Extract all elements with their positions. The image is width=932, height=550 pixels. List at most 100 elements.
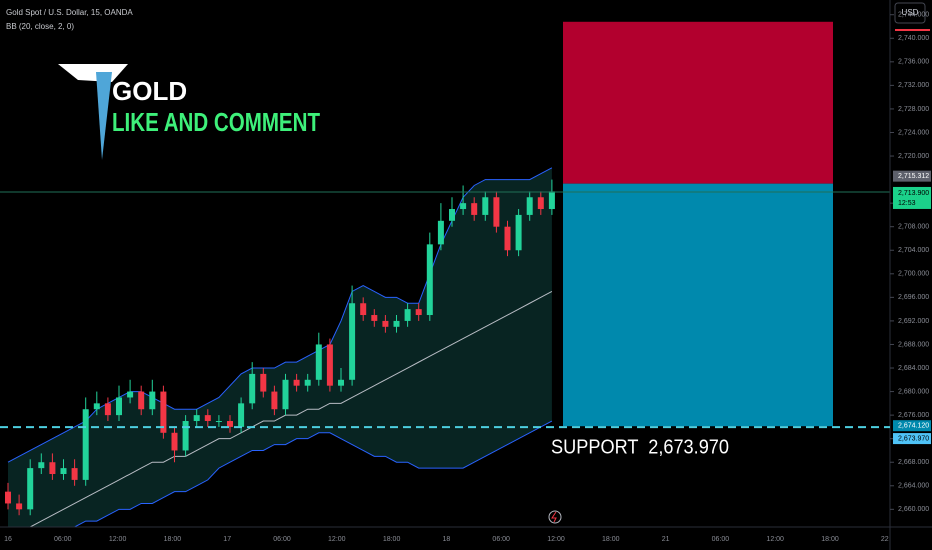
candle-body — [504, 226, 511, 251]
y-tick-label: 2,692.000 — [898, 318, 929, 325]
x-tick-label: 18 — [443, 536, 451, 543]
candle-body — [227, 421, 233, 427]
x-tick-label: 18:00 — [821, 536, 839, 543]
x-tick-label: 06:00 — [273, 536, 291, 543]
target-axis-box — [893, 420, 931, 432]
support-axis-box — [893, 433, 931, 445]
candle-body — [204, 415, 211, 422]
y-tick-label: 2,676.000 — [898, 412, 929, 419]
y-tick-label: 2,724.000 — [898, 129, 929, 136]
y-tick-label: 2,744.000 — [898, 12, 929, 19]
candle-body — [349, 303, 356, 380]
y-tick-label: 2,728.000 — [898, 106, 929, 113]
y-tick-label: 2,736.000 — [898, 59, 929, 66]
candle-body — [460, 203, 467, 210]
x-tick-label: 12:00 — [328, 536, 346, 543]
candle-body — [38, 462, 45, 469]
candle-body — [382, 320, 389, 327]
candle-body — [326, 344, 333, 386]
candle-body — [104, 403, 111, 416]
support-axis-label: 2,673.970 — [898, 435, 929, 442]
x-tick-label: 06:00 — [54, 536, 72, 543]
watermark-title: GOLD — [112, 76, 187, 106]
candle-body — [249, 373, 256, 404]
candle-body — [149, 391, 156, 410]
candle-body — [49, 462, 56, 475]
candle-body — [93, 403, 100, 410]
candle-body — [282, 379, 289, 410]
y-tick-label: 2,696.000 — [898, 294, 929, 301]
y-tick-label: 2,668.000 — [898, 459, 929, 466]
candle-body — [5, 491, 11, 504]
flash-icon — [548, 510, 562, 524]
watermark-subtitle: LIKE AND COMMENT — [112, 107, 320, 137]
candle-body — [393, 320, 400, 327]
symbol-header: Gold Spot / U.S. Dollar, 15, OANDA — [6, 8, 133, 17]
candle-body — [338, 379, 344, 386]
candle-body — [27, 468, 34, 510]
candle-body — [537, 197, 544, 210]
y-tick-label: 2,684.000 — [898, 365, 929, 372]
x-tick-label: 18:00 — [164, 536, 182, 543]
candle-body — [182, 421, 189, 451]
candle-body — [116, 397, 122, 416]
entry-axis-label: 2,715.312 — [898, 173, 929, 180]
band-fill — [8, 167, 552, 527]
candle-body — [16, 503, 23, 510]
currency-button[interactable] — [894, 2, 926, 24]
last-price-box — [893, 186, 931, 209]
candle-body — [404, 309, 411, 321]
plot-area — [0, 21, 890, 527]
candle-body — [60, 468, 67, 475]
candle-body — [293, 379, 300, 386]
candle-body — [437, 220, 444, 245]
support-label: SUPPORT 2,673.970 — [551, 436, 729, 458]
position-stop-zone — [563, 21, 833, 184]
y-tick-label: 2,732.000 — [898, 82, 929, 89]
candle-body — [493, 197, 500, 227]
candle-body — [449, 209, 455, 221]
candle-body — [471, 203, 478, 215]
band-middle — [29, 291, 553, 527]
candle-body — [271, 391, 278, 410]
candle-body — [171, 432, 178, 451]
x-tick-label: 06:00 — [492, 536, 510, 543]
y-tick-label: 2,664.000 — [898, 483, 929, 490]
support-label-bg — [548, 431, 738, 468]
y-tick-label: 2,740.000 — [898, 35, 929, 42]
band-lower — [62, 420, 553, 527]
candle-body — [71, 468, 78, 480]
last-price-label: 2,713.900 — [898, 190, 929, 197]
candle-body — [526, 197, 533, 215]
x-tick-label: 22 — [881, 536, 889, 543]
x-tick-label: 06:00 — [712, 536, 730, 543]
currency-label[interactable]: USD — [902, 8, 919, 17]
x-tick-label: 17 — [223, 536, 231, 543]
candle-body — [215, 421, 222, 423]
candle-body — [360, 303, 367, 316]
candle-body — [160, 391, 167, 433]
candle-body — [82, 409, 89, 480]
y-tick-label: 2,708.000 — [898, 224, 929, 231]
x-tick-label: 12:00 — [109, 536, 127, 543]
candle-body — [426, 244, 433, 316]
y-tick-label: 2,688.000 — [898, 341, 929, 348]
y-tick-label: 2,700.000 — [898, 271, 929, 278]
candle-body — [415, 309, 422, 316]
x-tick-label: 18:00 — [383, 536, 401, 543]
position-target-zone — [563, 183, 833, 427]
candle-body — [127, 391, 134, 398]
x-tick-label: 18:00 — [602, 536, 620, 543]
candle-body — [238, 403, 245, 427]
candle-body — [193, 415, 200, 422]
candle-body — [304, 379, 311, 386]
countdown-label: 12:53 — [898, 200, 916, 207]
target-axis-label: 2,674.120 — [898, 423, 929, 430]
candle-body — [482, 197, 489, 215]
candle-body — [138, 391, 145, 410]
y-tick-label: 2,720.000 — [898, 153, 929, 160]
indicator-label: BB (20, close, 2, 0) — [6, 22, 74, 31]
candle-body — [515, 214, 522, 251]
x-tick-label: 21 — [662, 536, 670, 543]
